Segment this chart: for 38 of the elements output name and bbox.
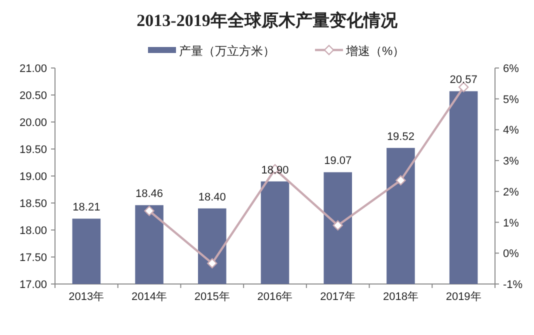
x-tick-label: 2017年 [320,291,356,303]
data-label: 19.07 [324,155,352,168]
y2-tick-label: 1% [503,217,520,230]
y-tick-label: 19.50 [19,144,47,156]
x-tick-label: 2015年 [194,291,230,303]
point [332,220,343,230]
y-tick-label: 21.00 [19,63,47,75]
x-tick-label: 2013年 [68,291,104,303]
y2-tick-label: 4% [503,124,520,137]
chart-title: 2013-2019年全球原木产量变化情况 [136,11,398,30]
data-label: 18.40 [198,191,226,204]
y-tick-label: 17.00 [19,279,47,291]
y2-tick-label: 0% [503,248,520,260]
y2-tick-label: 2% [503,186,520,198]
y-tick-label: 17.50 [19,252,47,264]
y-tick-label: 19.00 [19,171,47,183]
point [396,175,406,186]
y-tick-label: 18.00 [19,225,47,237]
y2-tick-label: 3% [503,156,520,168]
y2-tick-label: 5% [503,94,520,106]
y-tick-label: 18.50 [19,198,47,210]
x-tick-label: 2014年 [132,291,168,303]
data-label: 18.90 [261,164,289,176]
y2-tick-label: -1% [503,279,523,291]
legend-label: 产量（万立方米） [179,44,275,58]
point [144,206,154,216]
y2-tick-label: 6% [503,63,520,75]
x-tick-label: 2019年 [446,291,482,303]
legend-label: 增速（%） [345,44,405,58]
point [207,258,218,268]
x-tick-label: 2018年 [382,291,418,303]
y-tick-label: 20.50 [19,90,47,102]
data-label: 20.57 [450,74,478,86]
data-label: 19.52 [386,130,414,143]
y-tick-label: 20.00 [19,117,47,129]
data-label: 18.21 [72,202,100,214]
x-tick-label: 2016年 [257,291,293,303]
data-label: 18.46 [136,188,164,200]
